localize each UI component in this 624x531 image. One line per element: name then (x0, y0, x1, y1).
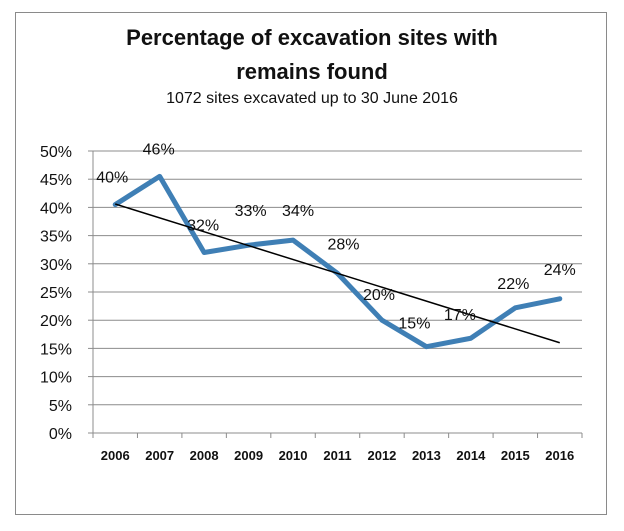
data-label: 24% (544, 262, 576, 279)
x-tick-label: 2015 (501, 448, 530, 463)
data-label: 33% (235, 203, 267, 220)
data-label: 32% (187, 218, 219, 235)
trend-line (115, 203, 560, 344)
y-tick-label: 35% (40, 229, 72, 246)
x-tick-label: 2011 (323, 448, 351, 463)
chart-subtitle: 1072 sites excavated up to 30 June 2016 (166, 90, 458, 107)
x-tick-label: 2016 (545, 448, 574, 463)
y-tick-label: 25% (40, 285, 72, 302)
x-tick-label: 2008 (190, 448, 219, 463)
y-tick-label: 50% (40, 144, 72, 161)
x-tick-label: 2013 (412, 448, 441, 463)
data-label: 15% (398, 316, 430, 333)
x-tick-label: 2010 (279, 448, 308, 463)
x-tick-label: 2009 (234, 448, 263, 463)
y-tick-label: 45% (40, 172, 72, 189)
x-tick-label: 2014 (456, 448, 486, 463)
data-label: 46% (143, 141, 175, 158)
data-label: 28% (327, 236, 359, 253)
y-tick-label: 10% (40, 370, 72, 387)
y-tick-label: 20% (40, 313, 72, 330)
y-tick-label: 0% (49, 426, 72, 443)
y-tick-label: 30% (40, 257, 72, 274)
data-label: 17% (444, 307, 476, 324)
series-line (112, 173, 563, 350)
data-label: 22% (497, 276, 529, 293)
chart-title-line1: Percentage of excavation sites with (126, 25, 498, 50)
y-tick-label: 15% (40, 341, 72, 358)
x-tick-label: 2012 (367, 448, 396, 463)
y-tick-label: 40% (40, 200, 72, 217)
x-tick-label: 2007 (145, 448, 174, 463)
data-label: 40% (96, 170, 128, 187)
y-tick-label: 5% (49, 398, 72, 415)
x-tick-label: 2006 (101, 448, 130, 463)
chart-title-line2: remains found (236, 59, 388, 84)
data-label: 34% (282, 203, 314, 220)
data-label: 20% (363, 287, 395, 304)
